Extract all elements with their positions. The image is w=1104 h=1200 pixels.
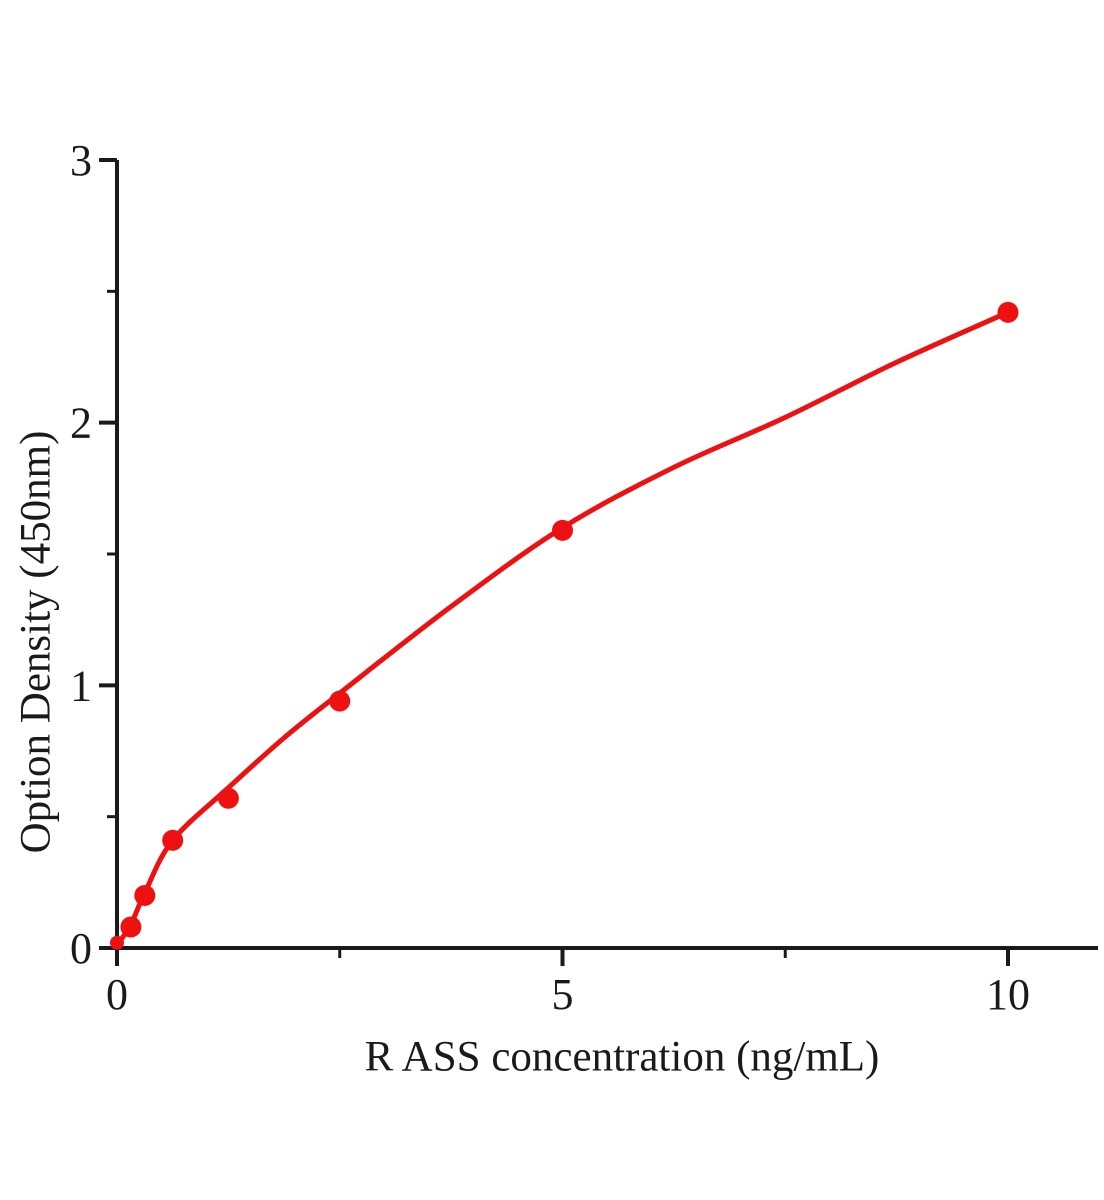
data-point <box>110 935 124 950</box>
data-point <box>217 787 239 809</box>
y-tick-label: 3 <box>70 136 92 185</box>
data-point <box>162 829 184 851</box>
x-tick-label: 0 <box>106 970 128 1019</box>
data-point <box>120 916 142 938</box>
x-axis-title: R ASS concentration (ng/mL) <box>364 1033 880 1081</box>
data-point <box>997 301 1019 323</box>
x-tick-label: 5 <box>552 970 574 1019</box>
y-axis-title: Option Density (450nm) <box>12 430 60 854</box>
y-tick-label: 0 <box>70 924 92 973</box>
data-point <box>552 519 573 541</box>
data-point <box>329 690 351 712</box>
x-tick-label: 10 <box>986 970 1030 1019</box>
fit-curve <box>114 309 1011 948</box>
y-tick-label: 1 <box>70 661 92 710</box>
data-point <box>134 884 156 906</box>
y-tick-label: 2 <box>70 399 92 448</box>
